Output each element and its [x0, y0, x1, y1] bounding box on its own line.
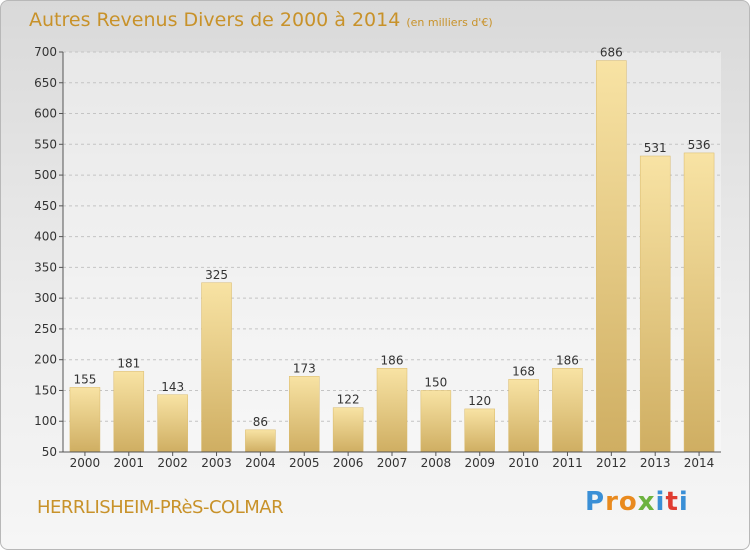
x-tick-label: 2007	[377, 456, 408, 470]
x-tick-label: 2002	[157, 456, 188, 470]
bar-2010	[508, 379, 539, 453]
logo-letter: r	[605, 487, 619, 517]
logo-letter: x	[637, 487, 656, 517]
x-tick-label: 2000	[70, 456, 101, 470]
bar-value-label: 120	[468, 394, 491, 408]
y-tick-label: 50	[42, 445, 57, 459]
bar-2004	[245, 429, 276, 453]
x-tick-label: 2011	[552, 456, 583, 470]
x-tick-label: 2009	[464, 456, 495, 470]
y-tick-label: 300	[34, 291, 57, 305]
y-tick-label: 100	[34, 414, 57, 428]
x-tick-label: 2014	[684, 456, 715, 470]
bar-value-label: 186	[556, 353, 579, 367]
title-text: Autres Revenus Divers de 2000 à 2014	[29, 9, 401, 31]
bar-value-label: 143	[161, 380, 184, 394]
bar-2013	[639, 155, 671, 453]
bar-value-label: 168	[512, 364, 535, 378]
y-tick-label: 150	[34, 383, 57, 397]
y-tick-label: 350	[34, 260, 57, 274]
logo-letter: i	[655, 487, 666, 517]
x-tick-label: 2005	[289, 456, 320, 470]
subtitle-text: (en milliers d'€)	[406, 16, 493, 29]
bar-value-label: 686	[600, 46, 623, 60]
bar-2005	[289, 376, 320, 453]
y-tick-label: 500	[34, 168, 57, 182]
bar-value-label: 86	[253, 415, 268, 429]
bar-value-label: 150	[424, 375, 447, 389]
bar-2001	[113, 371, 145, 453]
proxiti-logo: Proxiti	[585, 487, 689, 517]
bar-value-label: 122	[337, 393, 360, 407]
bar-value-label: 325	[205, 268, 228, 282]
bar-2007	[376, 368, 408, 453]
y-tick-label: 200	[34, 353, 57, 367]
x-tick-label: 2006	[333, 456, 364, 470]
y-tick-label: 700	[34, 45, 57, 59]
chart-title: Autres Revenus Divers de 2000 à 2014 (en …	[29, 9, 493, 31]
y-tick-label: 550	[34, 137, 57, 151]
bar-value-label: 531	[644, 141, 667, 155]
bar-2012	[596, 60, 627, 453]
y-tick-label: 250	[34, 322, 57, 336]
bar-value-label: 536	[688, 138, 711, 152]
y-tick-label: 450	[34, 199, 57, 213]
logo-letter: P	[585, 487, 606, 517]
place-name: HERRLISHEIM-PRèS-COLMAR	[37, 497, 284, 518]
bar-2014	[683, 152, 715, 453]
x-tick-label: 2003	[201, 456, 232, 470]
bar-value-label: 186	[381, 353, 404, 367]
bar-2011	[552, 368, 583, 453]
bar-value-label: 173	[293, 361, 316, 375]
bars	[69, 60, 715, 453]
x-tick-label: 2012	[596, 456, 627, 470]
x-tick-label: 2004	[245, 456, 276, 470]
bar-value-label: 155	[73, 372, 96, 386]
axes	[59, 51, 721, 456]
bar-value-label: 181	[117, 356, 140, 370]
y-tick-label: 400	[34, 230, 57, 244]
x-tick-label: 2008	[421, 456, 452, 470]
y-tick-label: 650	[34, 76, 57, 90]
labels: 50 100 150 200 250 300 350 400 450 500 550 600 650 70…	[34, 45, 714, 470]
x-tick-label: 2013	[640, 456, 671, 470]
bar-2009	[464, 408, 495, 453]
bar-2000	[69, 387, 101, 453]
logo-letter: i	[678, 487, 689, 517]
bar-2003	[201, 282, 232, 453]
bar-2006	[332, 407, 364, 453]
logo-letter: t	[665, 487, 679, 517]
x-tick-label: 2001	[114, 456, 145, 470]
bar-2008	[420, 390, 452, 453]
bar-2002	[157, 394, 188, 453]
x-tick-label: 2010	[508, 456, 539, 470]
y-tick-label: 600	[34, 107, 57, 121]
logo-letter: o	[618, 487, 638, 517]
